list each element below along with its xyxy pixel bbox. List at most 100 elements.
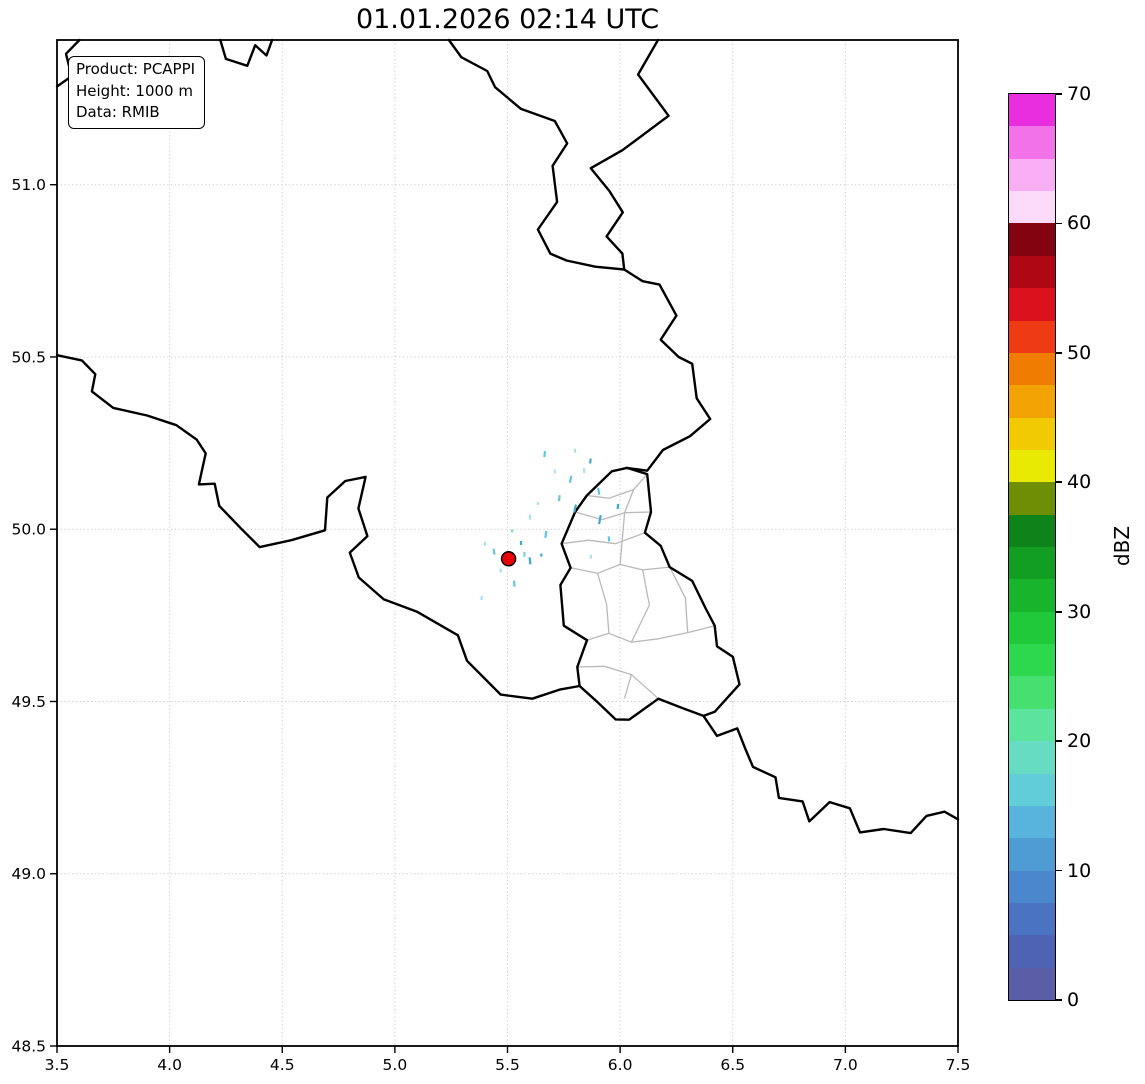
radar-echo [483,541,487,546]
national-border-line [559,466,741,721]
radar-echo [553,469,557,474]
national-border-line [702,714,960,835]
radar-echo [543,450,547,458]
colorbar-segment [1009,805,1055,839]
radar-echo [523,551,526,557]
colorbar-segment [1009,547,1055,580]
colorbar-tick [1055,222,1062,225]
info-line-height: Height: 1000 m [76,81,193,100]
colorbar-tick-label: 40 [1067,471,1092,494]
plot-title: 01.01.2026 02:14 UTC [355,4,660,35]
colorbar-segment [1009,741,1055,774]
colorbar-segment [1009,352,1055,386]
info-line-product: Product: PCAPPI [76,60,196,78]
colorbar-tick-label: 70 [1067,83,1092,105]
radar-echo [573,504,578,513]
radar-echo [607,536,611,542]
colorbar-segment [1009,320,1055,353]
regional-border-line [586,625,716,643]
colorbar-axis-label: dBZ [1110,525,1134,567]
regional-border-line [596,572,610,634]
national-border-line [623,268,712,472]
colorbar-segment [1009,611,1055,645]
radar-echo [582,468,586,474]
y-tick-label: 48.5 [11,1038,46,1056]
colorbar-tick-label: 60 [1067,212,1092,235]
colorbar-segment [1009,385,1055,418]
radar-echo [597,487,601,495]
colorbar-tick [1055,481,1062,484]
colorbar-tick-label: 30 [1067,600,1092,623]
radar-echo [512,580,516,587]
radar-echo [568,475,573,483]
colorbar-tick [1055,93,1062,95]
regional-border-line [560,532,646,545]
colorbar-segment [1009,514,1055,548]
x-tick-label: 5.0 [383,1056,408,1074]
info-line-data: Data: RMIB [76,103,160,122]
radar-echo [544,530,548,539]
colorbar-tick-label: 10 [1067,859,1092,882]
regional-border-line [619,512,626,566]
y-tick-label: 50.5 [11,348,46,366]
x-tick-label: 6.5 [720,1056,745,1074]
colorbar-tick [1055,740,1062,742]
colorbar-segment [1009,838,1055,871]
regional-border-line [630,569,651,643]
x-tick-label: 5.5 [495,1056,520,1074]
x-tick-label: 6.0 [608,1056,633,1074]
national-border-line [55,354,581,700]
radar-echo [540,553,543,557]
colorbar-segment [1009,935,1055,968]
colorbar: 0 10 20 30 40 50 60 70 [1008,83,1091,1011]
y-tick-label: 50.0 [11,521,46,539]
colorbar-segment [1009,967,1055,1001]
colorbar-segment [1009,482,1055,515]
x-tick-label: 4.0 [157,1056,182,1074]
colorbar-tick [1055,999,1062,1001]
colorbar-segment [1009,676,1055,709]
colorbar-tick-label: 50 [1067,341,1092,364]
radar-echo [528,557,532,565]
radar-echo [598,514,602,525]
radar-echo [492,548,496,555]
colorbar-segment [1009,449,1055,483]
colorbar-segment [1009,708,1055,742]
regional-border-line [623,488,635,514]
colorbar-segment [1009,126,1055,159]
national-border-line [219,38,274,68]
x-tick-label: 7.5 [946,1056,971,1074]
radar-echo [519,541,523,545]
colorbar-segment [1009,579,1055,612]
radar-echo [557,495,561,502]
regional-border-line [586,473,648,499]
colorbar-segment [1009,94,1055,127]
colorbar-tick [1055,610,1062,613]
radar-echo [573,448,577,453]
radar-site-marker [500,551,517,567]
radar-echo [528,514,532,520]
y-tick-label: 51.0 [11,176,46,194]
radar-echo [510,529,514,533]
colorbar-segment [1009,870,1055,903]
regional-border-line [576,665,660,700]
national-border-line [447,38,626,271]
colorbar-segment [1009,773,1055,806]
radar-echo [589,458,592,464]
regional-border-line [574,511,652,521]
colorbar-segment [1009,255,1055,289]
radar-echo [499,568,502,573]
colorbar-segment [1009,158,1055,192]
colorbar-segment [1009,644,1055,677]
radar-echo [616,503,620,510]
colorbar-tick-label: 0 [1067,989,1080,1011]
info-box: Product: PCAPPI Height: 1000 m Data: RMI… [68,56,206,129]
colorbar-segment [1009,417,1055,450]
colorbar-segment [1009,902,1055,936]
colorbar-segment [1009,288,1055,321]
colorbar-bar: 0 10 20 30 40 50 60 70 [1008,83,1091,1011]
radar-echo [480,595,483,601]
x-tick-label: 7.0 [833,1056,858,1074]
